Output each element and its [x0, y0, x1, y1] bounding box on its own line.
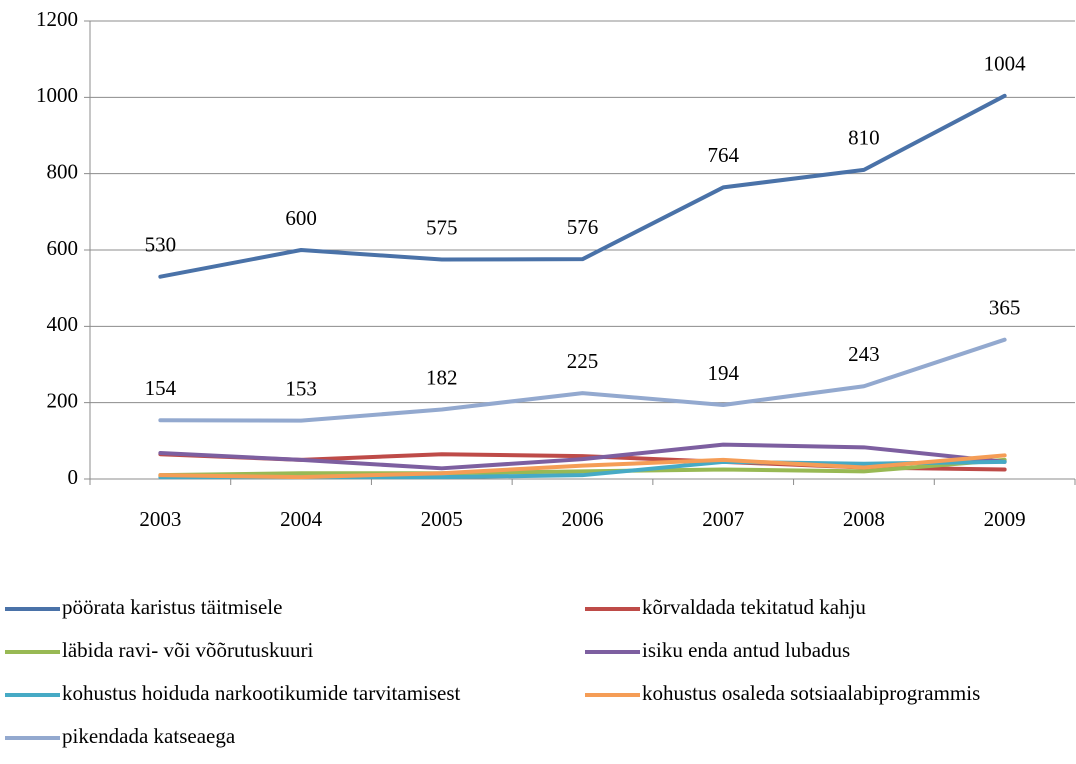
data-label: 243 [848, 342, 880, 366]
data-label: 153 [285, 376, 317, 400]
data-label: 600 [285, 206, 317, 230]
y-tick-label: 0 [68, 465, 79, 489]
legend-label: läbida ravi- või võõrutuskuuri [62, 638, 314, 662]
data-label: 575 [426, 215, 458, 239]
x-tick-label: 2005 [421, 507, 463, 531]
legend-label: kohustus osaleda sotsiaalabiprogrammis [642, 681, 980, 705]
legend-label: kõrvaldada tekitatud kahju [642, 595, 866, 619]
data-label: 194 [707, 361, 739, 385]
data-label: 1004 [984, 52, 1027, 76]
y-tick-label: 1000 [36, 83, 78, 107]
y-tick-label: 800 [47, 159, 79, 183]
legend-label: isiku enda antud lubadus [642, 638, 850, 662]
y-tick-label: 200 [47, 388, 79, 412]
data-label: 225 [567, 349, 599, 373]
x-tick-label: 2009 [984, 507, 1026, 531]
line-series [158, 93, 1007, 279]
data-label: 182 [426, 365, 458, 389]
data-label: 530 [145, 233, 177, 257]
data-label: 576 [567, 215, 599, 239]
line-series [158, 442, 1007, 471]
data-label: 365 [989, 296, 1021, 320]
line-series [158, 453, 1007, 480]
y-tick-label: 400 [47, 312, 79, 336]
line-series [158, 337, 1007, 423]
data-label: 810 [848, 126, 880, 150]
x-tick-label: 2008 [843, 507, 885, 531]
x-tick-label: 2007 [702, 507, 744, 531]
y-tick-label: 1200 [36, 7, 78, 31]
legend-label: pöörata karistus täitmisele [62, 595, 282, 619]
y-tick-label: 600 [47, 236, 79, 260]
legend-label: kohustus hoiduda narkootikumide tarvitam… [62, 681, 461, 705]
line-series [158, 457, 1007, 478]
legend-label: pikendada katseaega [62, 724, 236, 748]
data-label: 764 [707, 143, 739, 167]
x-tick-label: 2003 [139, 507, 181, 531]
x-tick-label: 2006 [562, 507, 604, 531]
data-label: 154 [145, 376, 177, 400]
x-tick-label: 2004 [280, 507, 323, 531]
